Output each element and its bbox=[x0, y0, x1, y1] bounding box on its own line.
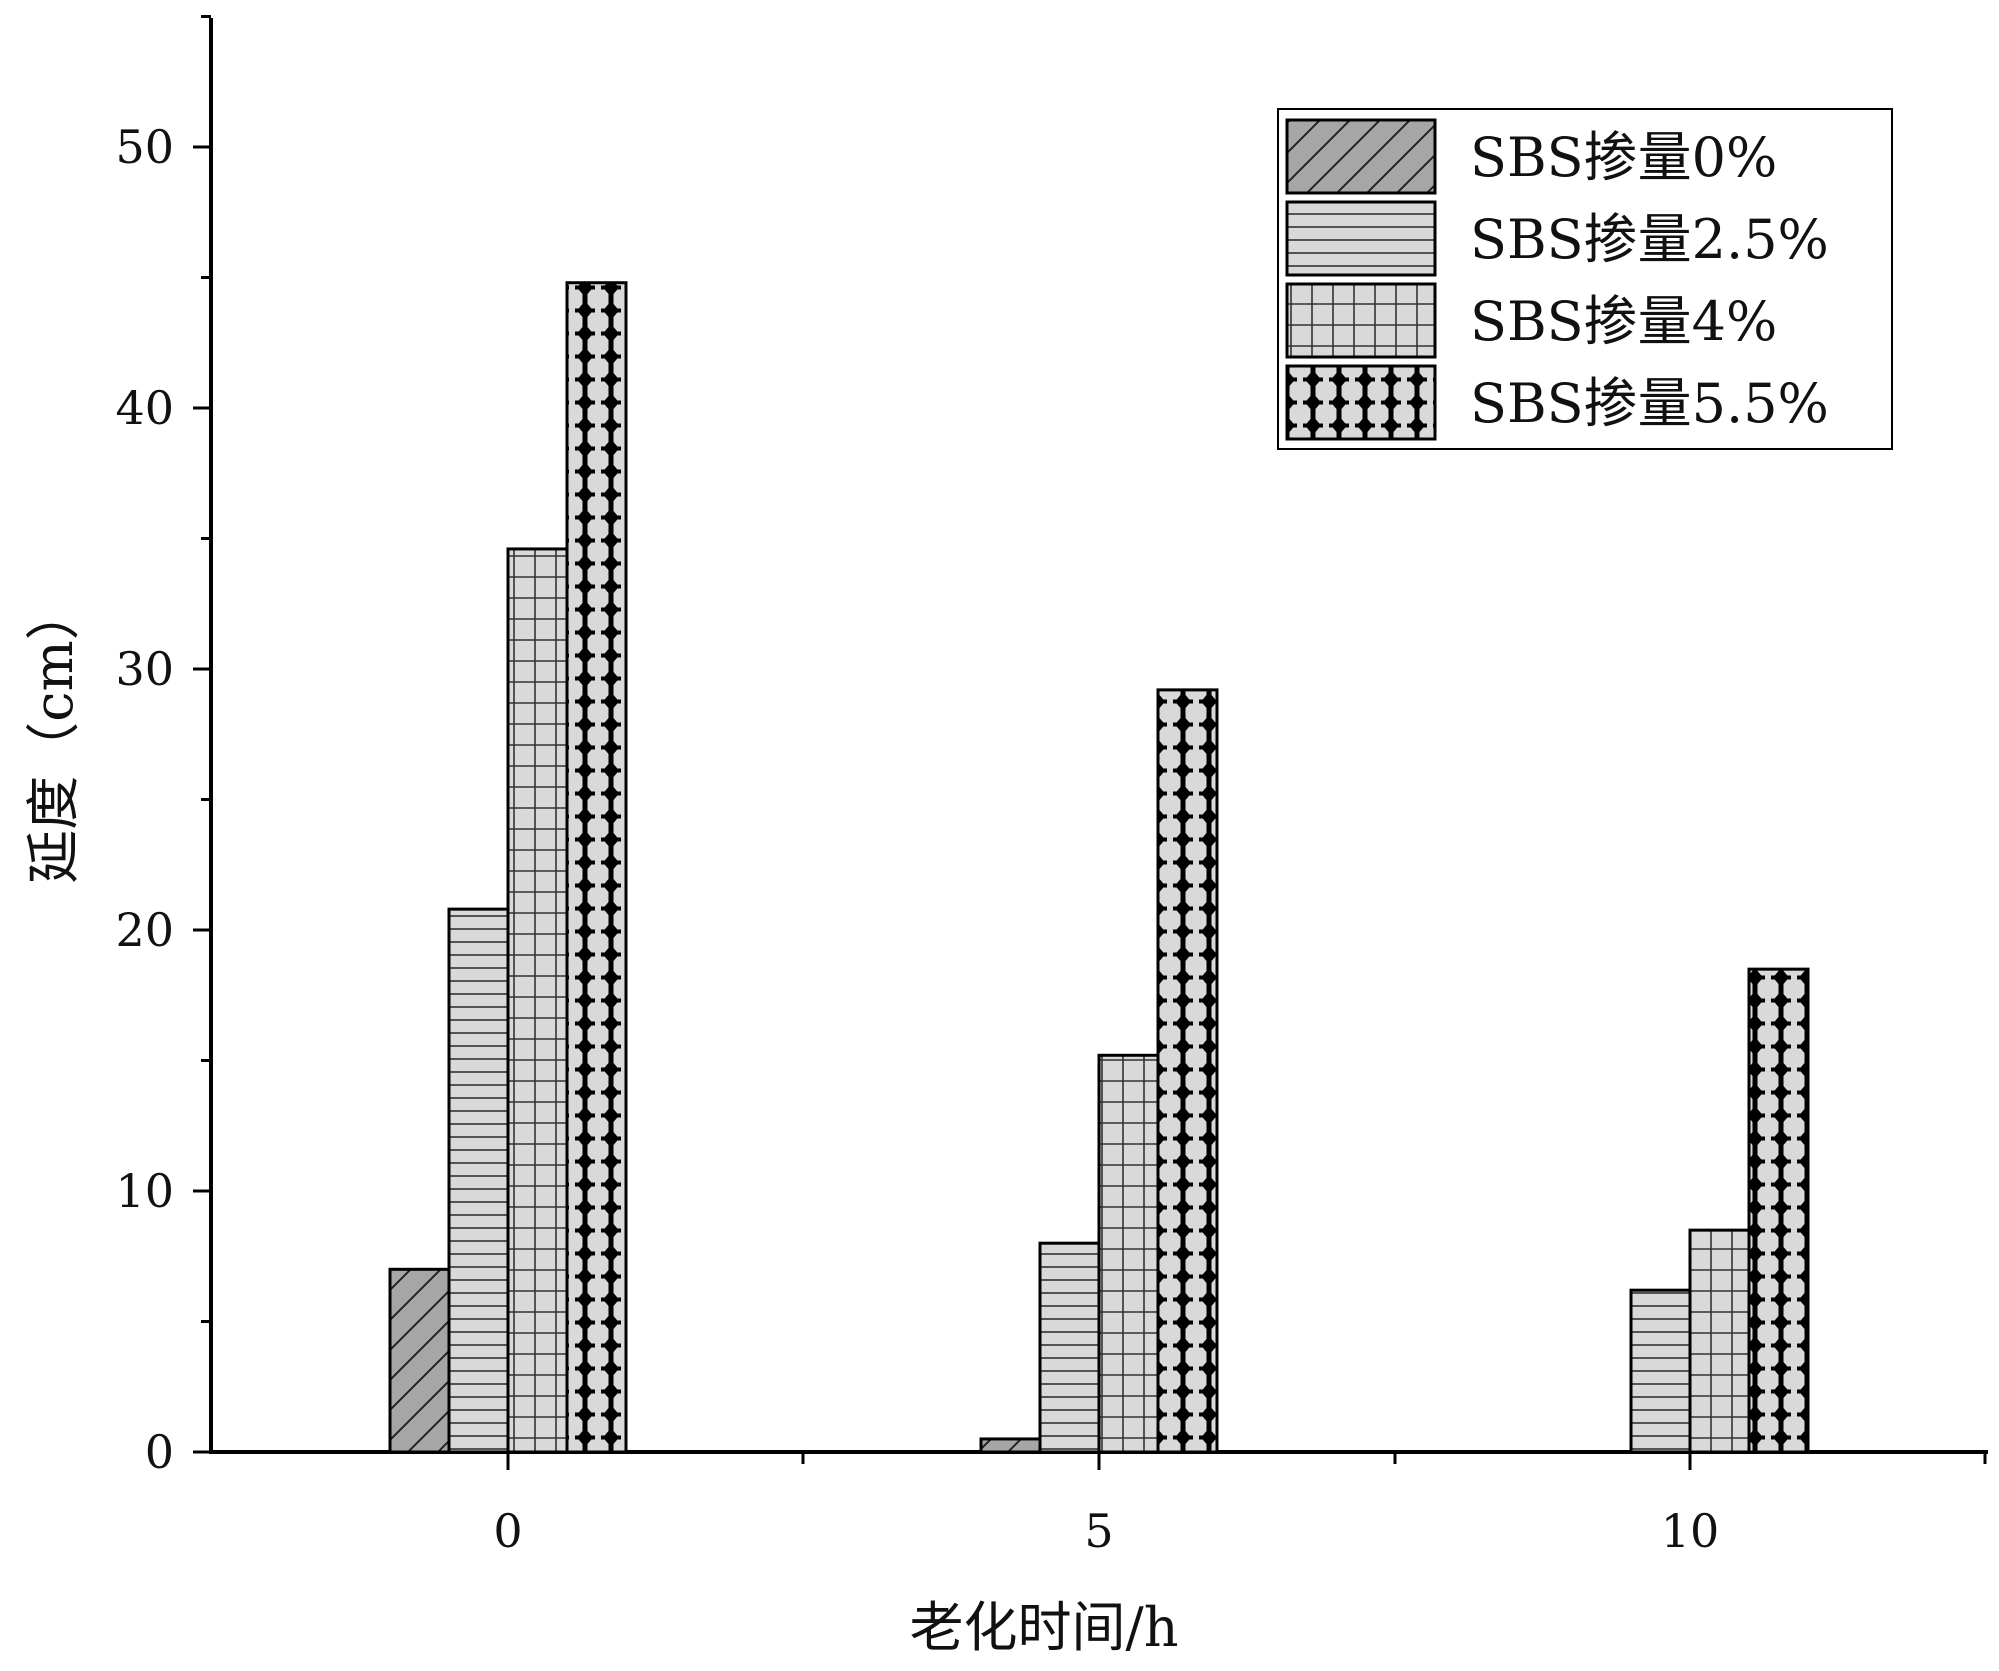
legend: SBS掺量0% SBS掺量2.5% SBS掺量4% SBS掺量5.5% bbox=[1277, 108, 1893, 450]
legend-swatch bbox=[1285, 200, 1437, 277]
bar-0-series-2 bbox=[506, 547, 569, 1454]
bar-5-series-2 bbox=[1097, 1053, 1160, 1454]
y-tick-label: 10 bbox=[115, 1164, 174, 1218]
x-axis-ticks: 0 5 10 bbox=[493, 1452, 1987, 1558]
legend-swatch bbox=[1285, 282, 1437, 359]
y-axis-title: 延度（cm） bbox=[22, 586, 85, 883]
y-tick-label: 30 bbox=[115, 642, 174, 696]
legend-swatch bbox=[1285, 364, 1437, 441]
bar-10-series-1 bbox=[1629, 1288, 1692, 1454]
legend-swatch bbox=[1285, 118, 1437, 195]
x-axis-title: 老化时间/h bbox=[910, 1596, 1179, 1659]
bar-5-series-1 bbox=[1038, 1241, 1101, 1454]
legend-label: SBS掺量0% bbox=[1470, 126, 1777, 189]
y-tick-label: 40 bbox=[115, 381, 174, 435]
bars-group bbox=[388, 281, 1810, 1454]
bar-10-series-2 bbox=[1688, 1228, 1751, 1454]
legend-label: SBS掺量4% bbox=[1470, 290, 1777, 353]
bar-10-series-3 bbox=[1747, 967, 1810, 1454]
y-tick-label: 50 bbox=[115, 120, 174, 174]
legend-label: SBS掺量2.5% bbox=[1470, 208, 1829, 271]
y-tick-label: 20 bbox=[115, 903, 174, 957]
x-tick-label: 10 bbox=[1661, 1504, 1720, 1558]
x-tick-label: 5 bbox=[1084, 1504, 1113, 1558]
bar-5-series-0 bbox=[979, 1437, 1042, 1454]
x-tick-label: 0 bbox=[493, 1504, 522, 1558]
bar-0-series-1 bbox=[447, 907, 510, 1454]
bar-0-series-3 bbox=[565, 281, 628, 1454]
bar-0-series-0 bbox=[388, 1267, 451, 1454]
y-axis-ticks: 0 10 20 30 40 50 bbox=[115, 15, 211, 1479]
legend-label: SBS掺量5.5% bbox=[1470, 372, 1829, 435]
y-tick-label: 0 bbox=[145, 1425, 174, 1479]
bar-5-series-3 bbox=[1156, 688, 1219, 1454]
